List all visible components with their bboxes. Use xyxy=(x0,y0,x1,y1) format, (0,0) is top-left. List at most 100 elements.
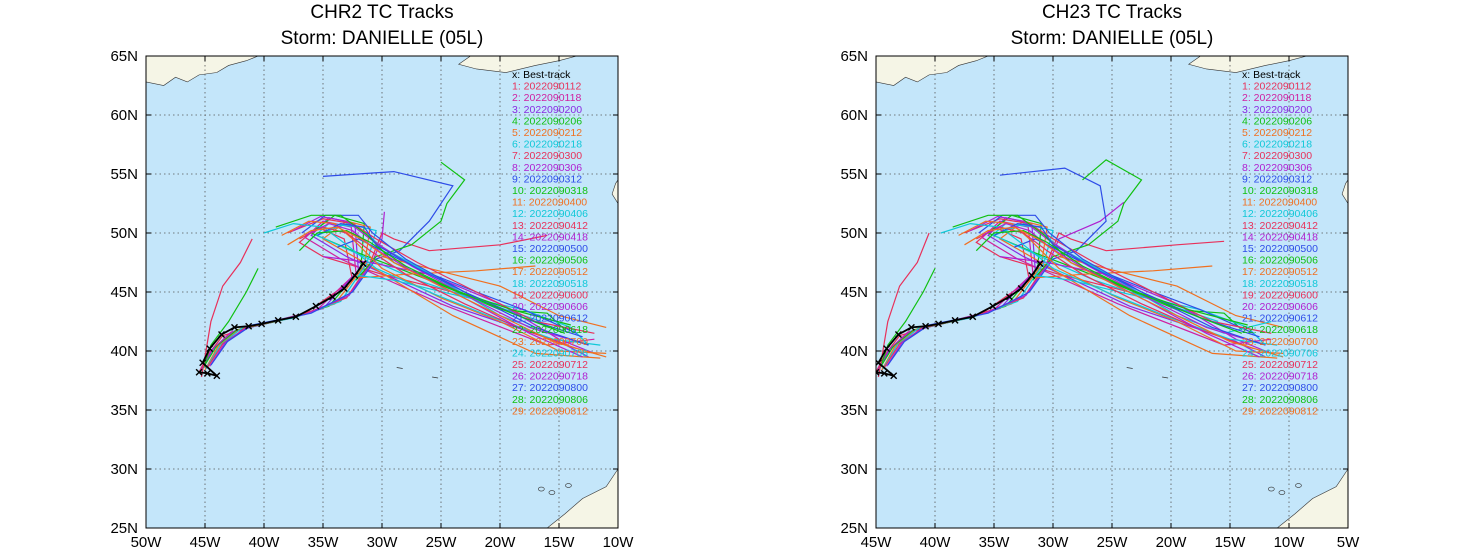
legend-entry: 14: 2022090418 xyxy=(512,231,588,243)
legend-entry: 3: 2022090200 xyxy=(1242,104,1312,116)
forecast-track xyxy=(964,226,1284,358)
legend-entry: 13: 2022090412 xyxy=(512,220,588,232)
x-tick-label: 20W xyxy=(1156,534,1188,550)
best-track-marker xyxy=(328,293,336,301)
x-tick-label: 30W xyxy=(367,534,399,550)
island-shape xyxy=(548,490,556,495)
best-track-marker xyxy=(203,369,211,377)
best-track-marker xyxy=(195,368,203,376)
land-shape xyxy=(876,56,989,86)
legend-entry: 12: 2022090406 xyxy=(512,208,588,220)
island-shape xyxy=(1267,486,1275,492)
land-shape xyxy=(1341,179,1348,204)
legend-entry: 8: 2022090306 xyxy=(1242,162,1312,174)
chart-subtitle: Storm: DANIELLE (05L) xyxy=(1011,28,1214,49)
forecast-track xyxy=(322,256,595,354)
chart-panel-left: CHR2 TC Tracks Storm: DANIELLE (05L) 50W 45… xyxy=(110,2,634,550)
best-track-marker xyxy=(890,372,898,380)
land-shape xyxy=(546,433,618,528)
forecast-track xyxy=(964,218,1272,334)
legend-entry: 18: 2022090518 xyxy=(512,278,588,290)
land-shape xyxy=(1187,56,1307,73)
legend-entry: 28: 2022090806 xyxy=(1242,394,1318,406)
forecast-track xyxy=(316,222,589,346)
y-tick-label: 35N xyxy=(840,402,868,419)
island-shape xyxy=(565,483,572,488)
legend-entry: 15: 2022090500 xyxy=(512,243,588,255)
chart-panel-right: CH23 TC Tracks Storm: DANIELLE (05L) 45W 40… xyxy=(730,0,1460,550)
chart-subtitle: Storm: DANIELLE (05L) xyxy=(281,28,484,49)
forecast-track xyxy=(975,229,1243,334)
best-track-marker xyxy=(206,345,214,353)
legend-entry: 12: 2022090406 xyxy=(1242,208,1318,220)
legend-entry: 22: 2022090618 xyxy=(1242,324,1318,336)
best-track-marker xyxy=(876,368,880,376)
best-track-marker xyxy=(883,345,891,353)
best-track-marker xyxy=(935,320,943,328)
legend-entry: 15: 2022090500 xyxy=(1242,243,1318,255)
forecast-track xyxy=(958,220,1284,354)
best-track-marker xyxy=(312,302,320,310)
legend-entry: 19: 2022090600 xyxy=(1242,289,1318,301)
best-track-marker xyxy=(894,330,902,338)
legend-entry: 26: 2022090718 xyxy=(512,371,588,383)
best-track-marker xyxy=(245,322,253,330)
best-track-marker xyxy=(1005,293,1013,301)
legend-entry: 19: 2022090600 xyxy=(512,289,588,301)
x-tick-label: 45W xyxy=(190,534,222,550)
legend-entry: 17: 2022090512 xyxy=(1242,266,1318,278)
legend-entry: 16: 2022090506 xyxy=(512,255,588,267)
legend-entry: 9: 2022090312 xyxy=(512,173,582,185)
forecast-track xyxy=(287,218,595,334)
best-track-marker xyxy=(199,359,207,367)
legend-entry: 7: 2022090300 xyxy=(1242,150,1312,162)
x-tick-label: 40W xyxy=(249,534,281,550)
y-tick-label: 40N xyxy=(110,343,138,360)
legend-entry: 29: 2022090812 xyxy=(512,405,588,417)
y-tick-label: 60N xyxy=(840,107,868,124)
chart-title: CHR2 TC Tracks xyxy=(310,2,453,23)
forecast-track xyxy=(970,215,1266,346)
y-tick-label: 60N xyxy=(110,107,138,124)
legend-entry: 29: 2022090812 xyxy=(1242,405,1318,417)
x-tick-label: 15W xyxy=(1215,534,1247,550)
forecast-track xyxy=(993,222,1266,346)
legend-entry: 13: 2022090412 xyxy=(1242,220,1318,232)
map-layer xyxy=(876,56,1348,528)
forecast-track xyxy=(305,222,583,358)
y-tick-label: 40N xyxy=(840,343,868,360)
legend-entry: 20: 2022090606 xyxy=(1242,301,1318,313)
island-shape xyxy=(1278,490,1286,495)
legend-entry: 10: 2022090318 xyxy=(1242,185,1318,197)
best-track-marker xyxy=(880,369,888,377)
best-track-marker xyxy=(258,320,266,328)
forecast-track xyxy=(358,265,536,279)
ocean-background xyxy=(876,56,1348,528)
forecast-track xyxy=(355,161,466,281)
best-track-marker xyxy=(1036,260,1044,268)
legend-entry: 25: 2022090712 xyxy=(512,359,588,371)
forecast-track xyxy=(199,220,595,372)
best-track-marker xyxy=(351,271,359,279)
y-tick-label: 55N xyxy=(110,166,138,183)
legend-entry: 17: 2022090512 xyxy=(512,266,588,278)
forecast-track xyxy=(287,226,607,358)
legend-entry: 1: 2022090112 xyxy=(1242,81,1311,93)
land-shape xyxy=(146,56,259,86)
legend-entry: 7: 2022090300 xyxy=(512,150,582,162)
forecast-track xyxy=(210,170,454,366)
legend-entry: 16: 2022090506 xyxy=(1242,255,1318,267)
x-tick-label: 40W xyxy=(920,534,952,550)
best-track-marker xyxy=(1028,271,1036,279)
map-layer xyxy=(146,56,618,528)
best-track-marker xyxy=(989,302,997,310)
chart-title: CH23 TC Tracks xyxy=(1042,2,1182,23)
x-tick-label: 50W xyxy=(131,534,163,550)
legend-entry: 24: 2022090706 xyxy=(512,347,588,359)
legend-entry: 5: 2022090212 xyxy=(1242,127,1312,139)
legend-entry: 20: 2022090606 xyxy=(512,301,588,313)
forecast-track xyxy=(293,215,589,346)
y-tick-label: 25N xyxy=(110,520,138,537)
legend-entry: 28: 2022090806 xyxy=(512,394,588,406)
best-track-marker xyxy=(922,322,930,330)
